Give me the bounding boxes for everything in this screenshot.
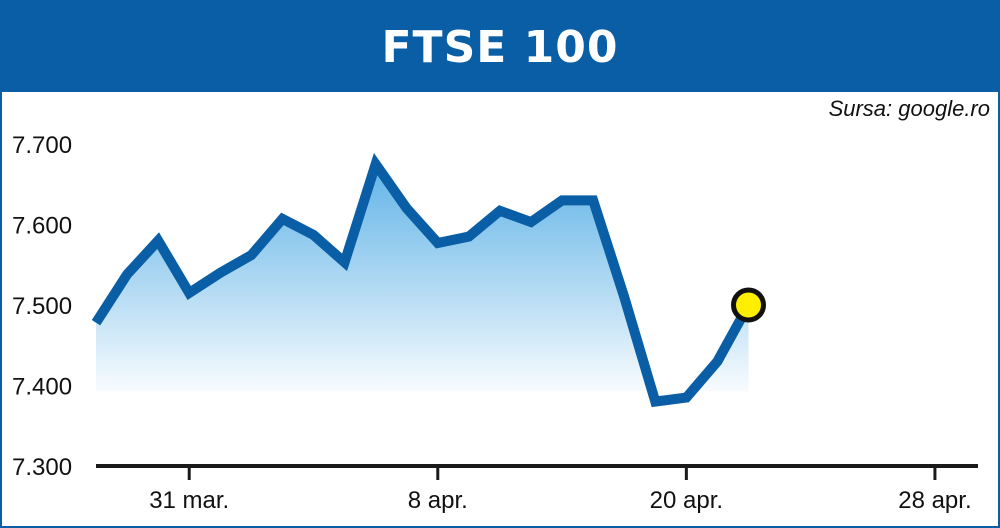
y-tick-label: 7.500 bbox=[12, 293, 72, 320]
y-tick-label: 7.400 bbox=[12, 374, 72, 401]
y-tick-label: 7.600 bbox=[12, 213, 72, 240]
x-tick-label: 28 apr. bbox=[898, 487, 971, 514]
source-note: Sursa: google.ro bbox=[828, 96, 990, 121]
last-value-marker bbox=[731, 287, 766, 323]
y-tick-label: 7.700 bbox=[12, 132, 72, 159]
x-tick-label: 31 mar. bbox=[149, 487, 229, 514]
chart-title: FTSE 100 bbox=[381, 21, 619, 73]
series-line bbox=[91, 152, 753, 408]
x-tick-label: 20 apr. bbox=[650, 487, 723, 514]
chart-header: FTSE 100 bbox=[2, 2, 998, 92]
series-area-fill bbox=[96, 164, 749, 402]
y-tick-label: 7.300 bbox=[12, 454, 72, 481]
x-tick-label: 8 apr. bbox=[408, 487, 468, 514]
